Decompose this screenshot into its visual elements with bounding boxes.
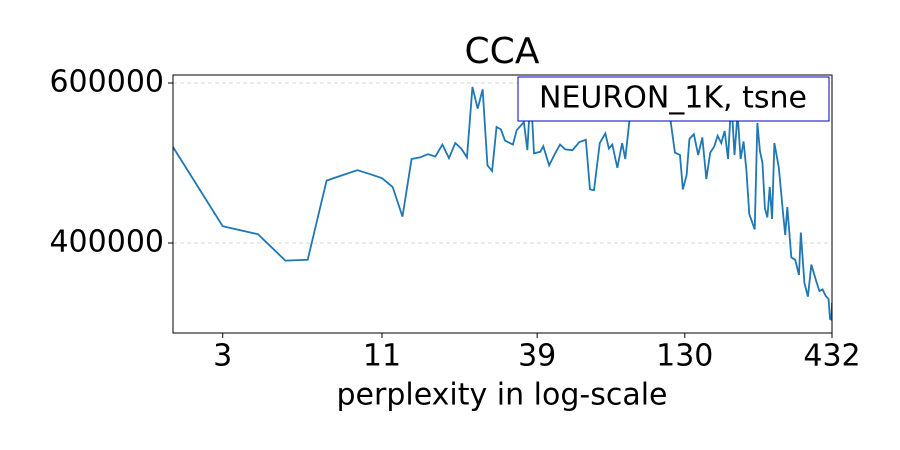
plot-frame: [172, 74, 833, 334]
x-tick-label: 39: [518, 339, 556, 374]
x-tick-label: 3: [213, 339, 232, 374]
chart-title: CCA: [465, 31, 540, 72]
legend: NEURON_1K, tsne: [517, 76, 830, 122]
x-tick-label: 432: [803, 339, 860, 374]
legend-box: [517, 76, 830, 122]
y-tick-label: 600000: [49, 65, 164, 100]
legend-label: NEURON_1K, tsne: [539, 81, 807, 116]
x-tick-label: 11: [363, 339, 401, 374]
x-tick-label: 130: [656, 339, 713, 374]
x-axis-label: perplexity in log-scale: [336, 378, 667, 413]
y-tick-label: 400000: [49, 225, 164, 260]
